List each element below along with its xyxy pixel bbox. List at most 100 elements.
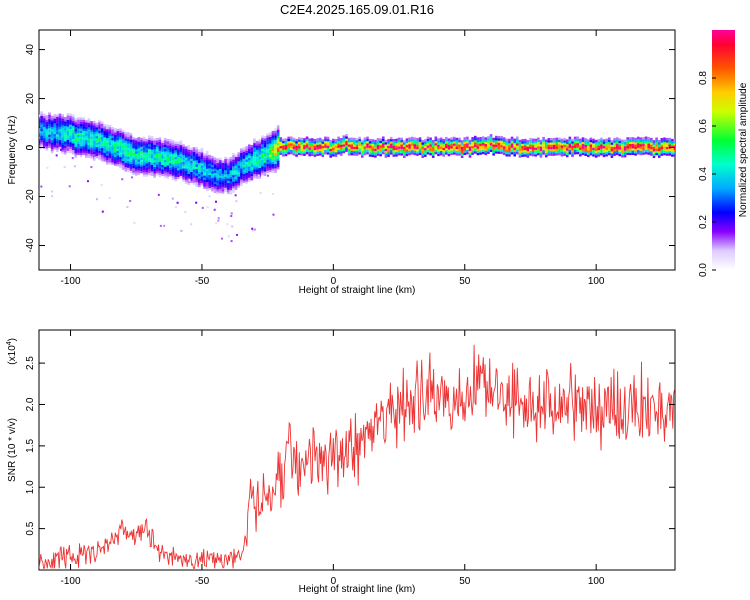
heatmap-cell xyxy=(119,163,122,166)
heatmap-cell xyxy=(376,153,380,156)
heatmap-cell xyxy=(87,124,91,128)
heatmap-cell xyxy=(560,138,564,142)
heatmap-cell xyxy=(634,144,637,147)
heatmap-cell xyxy=(95,153,99,156)
heatmap-cell xyxy=(145,174,149,177)
heatmap-cell xyxy=(150,173,154,177)
heatmap-cell xyxy=(145,152,149,155)
heatmap-cell xyxy=(631,145,635,149)
heatmap-cell xyxy=(198,184,201,188)
heatmap-cell xyxy=(626,152,629,156)
heatmap-cell xyxy=(153,164,156,167)
heatmap-cell xyxy=(563,140,566,143)
heatmap-cell xyxy=(184,152,188,156)
heatmap-cell xyxy=(179,144,183,148)
heatmap-cell xyxy=(673,145,675,148)
heatmap-cell xyxy=(50,135,54,138)
heatmap-cell xyxy=(289,145,293,148)
heatmap-cell xyxy=(132,145,135,149)
heatmap-cell xyxy=(247,175,251,178)
heatmap-cell xyxy=(366,141,369,144)
heatmap-cell xyxy=(169,169,172,173)
heatmap-cell xyxy=(358,143,361,146)
heatmap-cell xyxy=(639,141,643,145)
y-tick-label: 40 xyxy=(25,44,36,56)
heatmap-cell xyxy=(82,150,85,153)
heatmap-cell xyxy=(337,145,340,148)
heatmap-cell xyxy=(242,167,246,170)
heatmap-cell xyxy=(447,145,451,148)
heatmap-cell xyxy=(642,145,645,149)
heatmap-cell xyxy=(500,144,503,148)
heatmap-cell xyxy=(95,144,99,148)
heatmap-cell xyxy=(555,137,559,141)
heatmap-cell xyxy=(479,141,482,144)
heatmap-cell xyxy=(158,170,162,173)
heatmap-cell xyxy=(434,140,438,144)
heatmap-cell xyxy=(192,160,196,163)
heatmap-cell xyxy=(268,147,272,151)
heatmap-cell xyxy=(308,145,311,148)
heatmap-cell xyxy=(397,139,401,143)
heatmap-cell xyxy=(326,152,330,155)
heatmap-cell xyxy=(471,143,474,147)
heatmap-cell xyxy=(450,137,453,140)
heatmap-cell xyxy=(276,129,280,133)
heatmap-cell xyxy=(56,134,59,137)
heatmap-cell xyxy=(518,144,522,147)
heatmap-cell xyxy=(79,148,83,151)
heatmap-cell xyxy=(318,146,322,149)
heatmap-cell xyxy=(111,144,114,147)
heatmap-cell xyxy=(358,141,361,144)
heatmap-cell xyxy=(226,223,229,226)
heatmap-cell xyxy=(282,138,285,142)
heatmap-cell xyxy=(137,165,141,169)
heatmap-cell xyxy=(171,153,175,156)
heatmap-cell xyxy=(134,164,138,167)
heatmap-cell xyxy=(176,159,180,162)
heatmap-cell xyxy=(166,165,170,168)
heatmap-cell xyxy=(166,158,170,162)
heatmap-cell xyxy=(618,140,622,144)
heatmap-cell xyxy=(271,163,275,167)
heatmap-cell xyxy=(253,154,256,157)
heatmap-cell xyxy=(597,147,601,151)
heatmap-cell xyxy=(518,139,522,143)
heatmap-cell xyxy=(74,146,78,150)
heatmap-cell xyxy=(276,151,280,155)
heatmap-cell xyxy=(113,128,117,131)
heatmap-cell xyxy=(657,151,661,154)
heatmap-cell xyxy=(447,140,451,144)
heatmap-cell xyxy=(268,154,272,157)
heatmap-cell xyxy=(242,160,246,164)
heatmap-cell xyxy=(85,120,88,123)
heatmap-cell xyxy=(623,154,627,158)
heatmap-cell xyxy=(205,177,209,180)
heatmap-cell xyxy=(182,144,185,147)
heatmap-cell xyxy=(103,143,107,147)
heatmap-cell xyxy=(129,139,133,143)
heatmap-cell xyxy=(368,152,372,155)
heatmap-cell xyxy=(242,154,246,157)
heatmap-cell xyxy=(673,143,675,146)
heatmap-cell xyxy=(324,152,327,155)
heatmap-cell xyxy=(261,150,264,154)
heatmap-cell xyxy=(529,137,532,141)
heatmap-cell xyxy=(400,150,403,154)
heatmap-cell xyxy=(69,139,72,143)
heatmap-cell xyxy=(276,125,280,128)
heatmap-cell xyxy=(85,148,88,152)
heatmap-cell xyxy=(629,152,632,156)
heatmap-cell xyxy=(363,146,367,149)
heatmap-cell xyxy=(413,144,417,147)
heatmap-cell xyxy=(63,136,67,140)
heatmap-cell xyxy=(119,161,122,164)
heatmap-cell xyxy=(195,177,198,181)
heatmap-cell xyxy=(176,170,180,173)
heatmap-cell xyxy=(82,121,85,125)
heatmap-cell xyxy=(208,154,212,158)
heatmap-cell xyxy=(629,139,632,142)
heatmap-cell xyxy=(350,137,354,140)
x-tick-label: 50 xyxy=(459,276,471,287)
heatmap-cell xyxy=(179,140,183,143)
